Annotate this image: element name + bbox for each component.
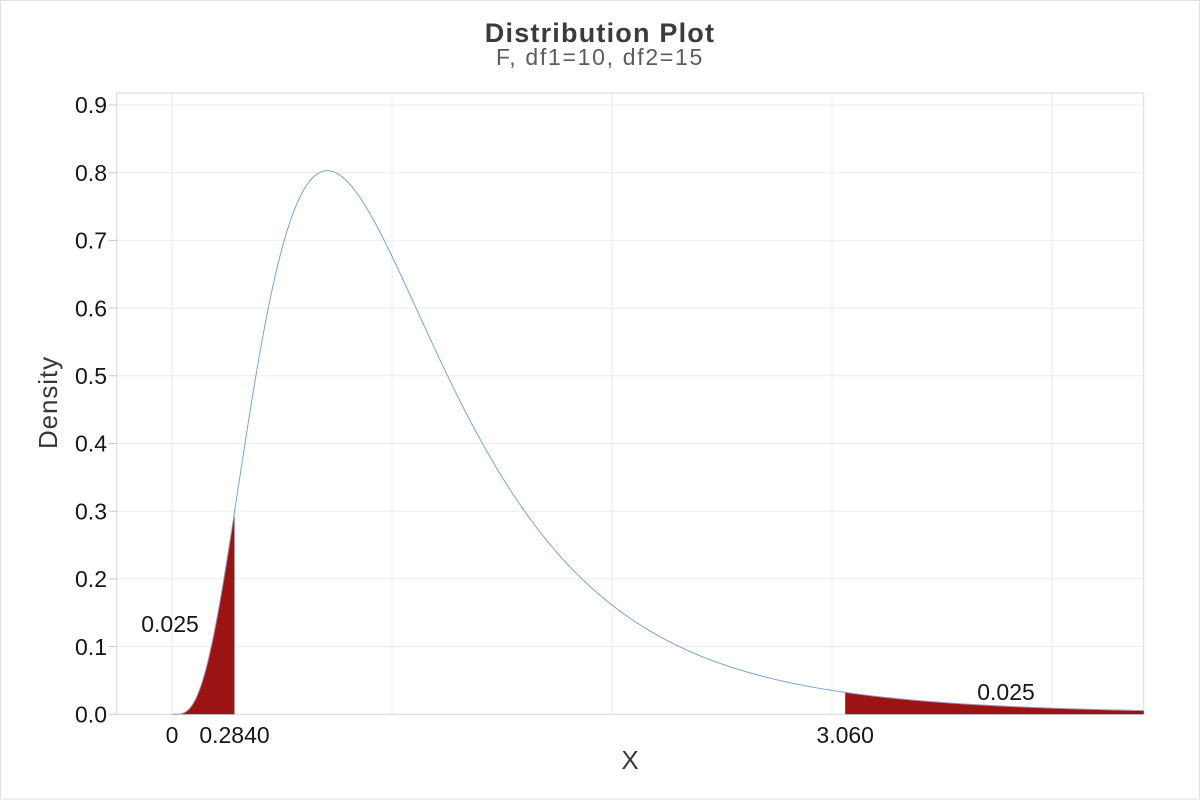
svg-text:0.6: 0.6	[75, 295, 107, 321]
svg-text:0.8: 0.8	[75, 160, 107, 186]
svg-text:F, df1=10, df2=15: F, df1=10, df2=15	[496, 44, 704, 70]
svg-text:Density: Density	[33, 356, 63, 449]
svg-text:0.3: 0.3	[75, 498, 107, 524]
svg-text:3.060: 3.060	[816, 722, 874, 748]
svg-text:0.9: 0.9	[75, 92, 107, 118]
svg-text:0.0: 0.0	[75, 702, 107, 728]
svg-text:0.5: 0.5	[75, 363, 107, 389]
svg-text:0.025: 0.025	[977, 679, 1035, 705]
svg-text:0.7: 0.7	[75, 228, 107, 254]
svg-text:0.4: 0.4	[75, 431, 107, 457]
svg-text:X: X	[621, 745, 638, 775]
svg-text:0: 0	[166, 722, 179, 748]
svg-text:0.025: 0.025	[141, 611, 199, 637]
svg-text:0.1: 0.1	[75, 634, 107, 660]
svg-text:0.2: 0.2	[75, 566, 107, 592]
svg-text:Distribution Plot: Distribution Plot	[485, 18, 715, 48]
svg-text:0.2840: 0.2840	[199, 722, 269, 748]
